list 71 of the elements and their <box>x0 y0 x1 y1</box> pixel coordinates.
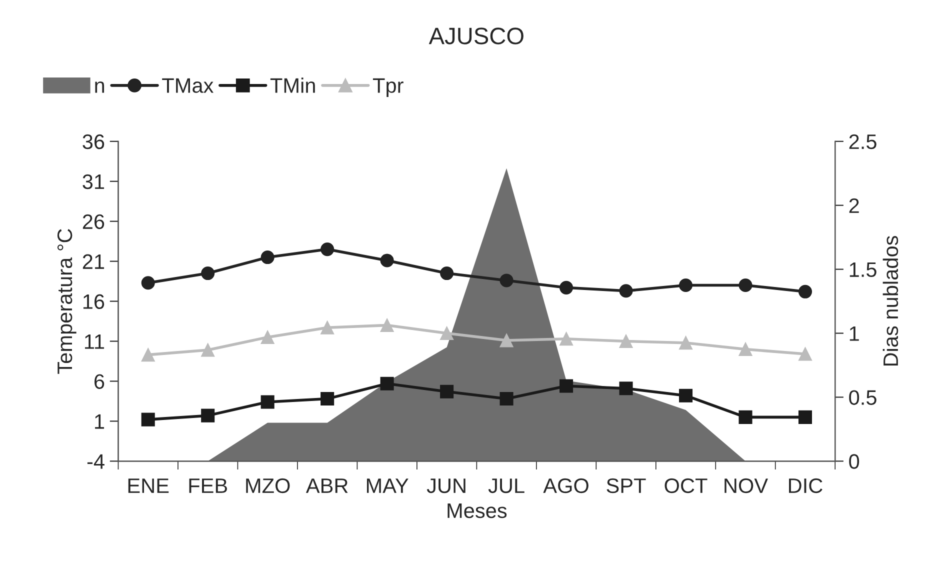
x-tick-label: FEB <box>189 478 228 493</box>
y-tick-label: 6 <box>94 374 104 389</box>
y-tick-label: -4 <box>87 454 104 469</box>
y-tick-label: 21 <box>82 254 104 269</box>
x-tick-label: MZO <box>246 478 290 494</box>
x-tick-label: ABR <box>306 478 348 493</box>
y2-tick-label: 0.5 <box>849 390 876 405</box>
point <box>798 284 812 298</box>
x-tick-label: JUN <box>426 478 466 494</box>
point <box>260 395 274 409</box>
x-tick-label: AGO <box>543 478 588 494</box>
legend-label: Tpr <box>372 78 404 98</box>
legend-label: TMax <box>162 78 214 93</box>
chart-title: AJUSCO <box>428 28 524 44</box>
legend-label: n <box>95 82 104 93</box>
point <box>500 392 514 406</box>
point <box>380 254 394 268</box>
point <box>440 326 454 340</box>
point <box>678 278 693 292</box>
point <box>380 376 394 390</box>
point <box>440 266 454 280</box>
y2-tick-label: 2 <box>849 198 859 213</box>
point <box>320 242 334 256</box>
y-tick-label: 1 <box>95 414 104 429</box>
y-tick-label: 26 <box>82 214 104 230</box>
x-tick-label: MAY <box>366 478 408 493</box>
x-tick-label: JUL <box>488 478 524 494</box>
x-tick-label: DIC <box>789 478 822 494</box>
y-tick-label: 31 <box>82 174 104 190</box>
point <box>260 250 274 264</box>
point <box>678 336 693 350</box>
point <box>320 320 334 334</box>
point <box>560 332 574 346</box>
x-tick-label: NOV <box>724 478 768 494</box>
point <box>440 384 454 398</box>
y-axis-title: Temperatura °C <box>57 228 76 374</box>
point <box>798 347 812 361</box>
y-tick-label: 36 <box>82 134 104 150</box>
y2-tick-label: 1.5 <box>850 262 876 278</box>
point <box>201 343 215 357</box>
y2-tick-label: 1 <box>850 326 859 341</box>
point <box>500 274 514 288</box>
point <box>560 280 574 294</box>
x-tick-label: SPT <box>606 478 646 494</box>
point <box>738 342 752 356</box>
point <box>141 276 155 290</box>
point <box>380 318 394 332</box>
point <box>738 278 752 292</box>
point <box>619 334 633 348</box>
point <box>500 334 514 348</box>
point <box>260 330 274 344</box>
point <box>320 392 334 406</box>
legend-label: TMin <box>270 78 315 93</box>
x-tick-label: OCT <box>664 478 708 494</box>
point <box>201 266 215 280</box>
point <box>619 382 633 396</box>
point <box>201 408 215 422</box>
x-tick-label: ENE <box>128 478 169 493</box>
y-tick-label: 16 <box>83 294 104 310</box>
point <box>678 388 693 402</box>
point <box>560 379 574 393</box>
y2-tick-label: 0 <box>849 454 860 469</box>
y2-axis-title: Dias nublados <box>882 236 898 366</box>
y-tick-label: 11 <box>84 334 104 349</box>
x-axis-title: Meses <box>448 504 507 518</box>
point <box>798 410 812 424</box>
point <box>141 412 155 426</box>
point <box>141 348 155 362</box>
point <box>619 284 633 298</box>
point <box>738 410 752 424</box>
y2-tick-label: 2.5 <box>849 134 876 150</box>
